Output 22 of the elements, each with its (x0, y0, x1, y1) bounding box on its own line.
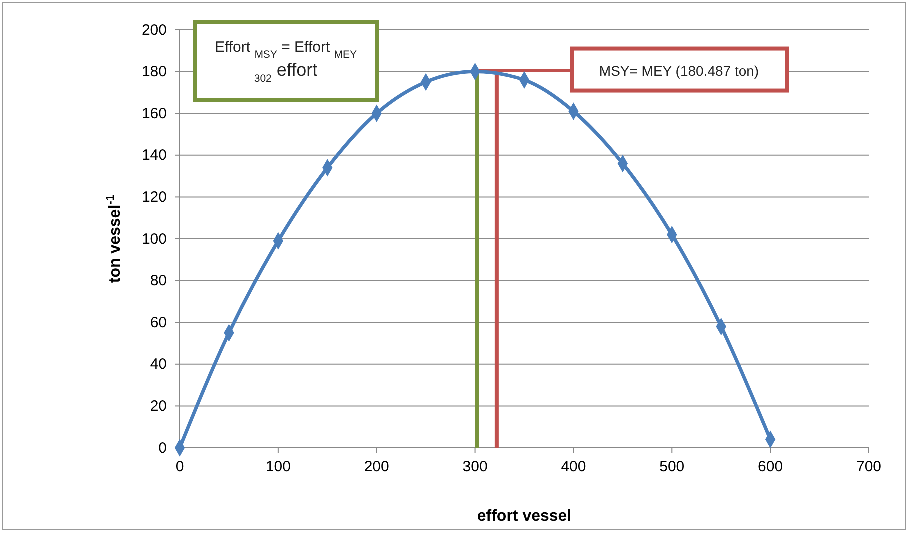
ref-line-label: MSY= MEY (180.487 ton) (599, 62, 760, 79)
x-tick-label: 300 (462, 458, 488, 476)
y-tick-label: 80 (150, 272, 167, 290)
x-tick-label: 100 (266, 458, 291, 476)
x-tick-label: 600 (758, 458, 784, 476)
y-tick-label: 140 (142, 147, 167, 164)
y-tick-label: 40 (150, 356, 167, 374)
x-tick-label: 700 (856, 458, 882, 476)
x-tick-label: 500 (660, 458, 685, 476)
x-tick-label: 200 (364, 458, 390, 476)
y-tick-label: 160 (142, 105, 167, 122)
y-tick-label: 60 (150, 314, 167, 332)
y-tick-label: 120 (142, 189, 167, 206)
x-axis-title: effort vessel (477, 508, 572, 525)
y-tick-label: 200 (142, 22, 167, 39)
y-tick-label: 20 (150, 398, 167, 415)
y-tick-label: 180 (142, 64, 167, 81)
y-tick-label: 100 (142, 230, 167, 248)
text: Effort $_{MSY}$ = Effort $_{MEY}$ $_{302}$ effort (214, 39, 358, 85)
x-tick-label: 0 (176, 458, 184, 476)
y-tick-label: 0 (158, 440, 167, 457)
x-tick-label: 400 (561, 458, 586, 476)
